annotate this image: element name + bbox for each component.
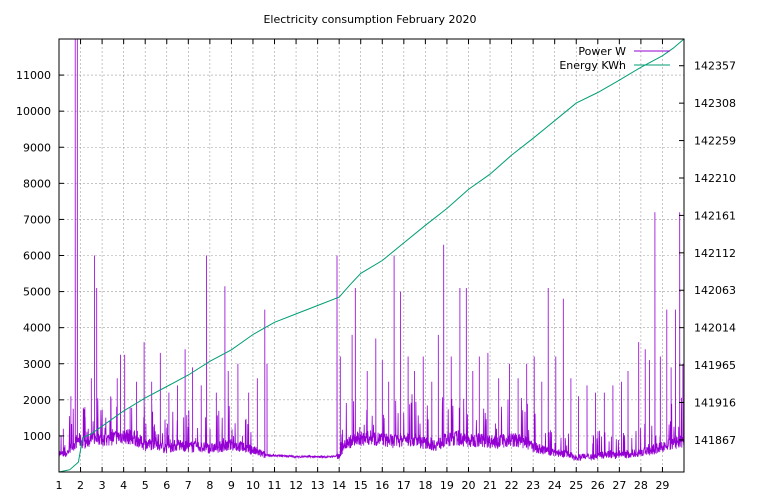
y-tick-label: 7000 [23,213,51,226]
y2-tick-label: 141965 [694,359,736,372]
legend-label-energy: Energy KWh [559,59,626,72]
power-series [58,38,685,461]
x-tick-label: 2 [77,479,84,492]
x-tick-label: 21 [483,479,497,492]
y2-tick-label: 141867 [694,434,736,447]
x-tick-label: 18 [418,479,432,492]
chart-title: Electricity consumption February 2020 [263,13,476,26]
x-tick-label: 17 [397,479,411,492]
grid [58,39,684,472]
y-tick-label: 5000 [23,286,51,299]
x-tick-label: 8 [206,479,213,492]
x-tick-label: 29 [655,479,669,492]
x-tick-label: 25 [569,479,583,492]
x-tick-label: 22 [505,479,519,492]
y2-tick-label: 142063 [694,284,736,297]
y2-tick-label: 141916 [694,397,736,410]
x-tick-label: 16 [375,479,389,492]
x-tick-label: 27 [612,479,626,492]
y-tick-label: 2000 [23,394,51,407]
y2-tick-label: 142014 [694,322,736,335]
x-tick-label: 3 [99,479,106,492]
x-tick-label: 15 [354,479,368,492]
x-tick-label: 19 [440,479,454,492]
axes: 1 2 3 4 5 6 7 8 9 10 11 12 13 14 15 16 17 18 19 20 21 22 23 24 2… [16,39,736,492]
x-tick-label: 7 [185,479,192,492]
y-tick-label: 8000 [23,177,51,190]
x-tick-label: 10 [246,479,260,492]
energy-line [58,38,685,473]
y-tick-label: 3000 [23,358,51,371]
x-tick-label: 12 [289,479,303,492]
x-tick-label: 26 [591,479,605,492]
y-tick-label: 6000 [23,250,51,263]
legend: Power W Energy KWh [559,45,670,72]
x-tick-label: 1 [56,479,63,492]
x-tick-label: 23 [526,479,540,492]
x-tick-label: 13 [311,479,325,492]
y2-tick-label: 142161 [694,209,736,222]
y-tick-label: 9000 [23,141,51,154]
y2-tick-label: 142259 [694,135,736,148]
x-tick-label: 9 [228,479,235,492]
power-line [58,38,685,461]
energy-series [58,38,685,473]
x-tick-label: 14 [332,479,346,492]
y-tick-label: 10000 [16,105,51,118]
y2-tick-label: 142308 [694,97,736,110]
x-tick-label: 24 [548,479,562,492]
y2-tick-label: 142112 [694,247,736,260]
x-tick-label: 11 [268,479,282,492]
x-tick-label: 6 [163,479,170,492]
y-tick-label: 1000 [23,430,51,443]
y2-tick-label: 142357 [694,60,736,73]
x-tick-label: 5 [142,479,149,492]
x-tick-label: 20 [461,479,475,492]
y-tick-label: 11000 [16,69,51,82]
y-tick-label: 4000 [23,322,51,335]
x-tick-label: 28 [634,479,648,492]
y2-tick-label: 142210 [694,172,736,185]
legend-label-power: Power W [578,45,626,58]
x-tick-label: 4 [120,479,127,492]
